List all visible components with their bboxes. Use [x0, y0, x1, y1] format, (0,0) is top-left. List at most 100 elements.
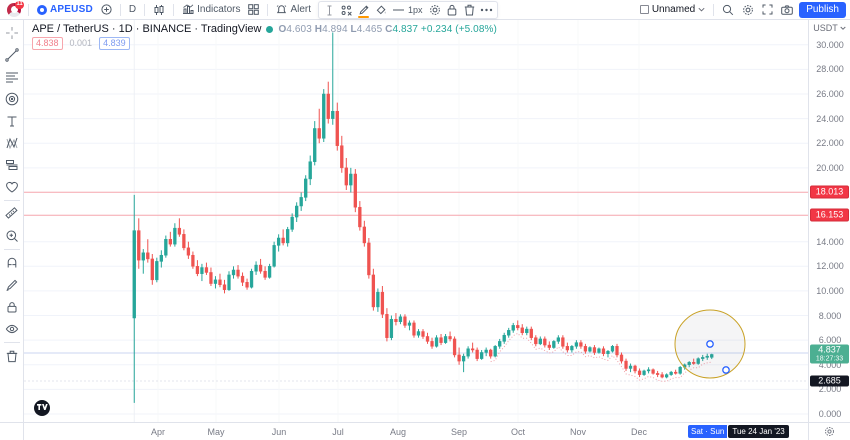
sidebar-item-fib-circle-tool[interactable]: [1, 88, 23, 110]
alert-button[interactable]: Alert: [272, 1, 315, 18]
price-axis-tick: 4.000: [818, 359, 842, 370]
sidebar-item-crosshair-tool[interactable]: [1, 22, 23, 44]
lock-drawing-button[interactable]: [444, 2, 461, 18]
horizontal-lines-icon: [5, 70, 19, 84]
time-axis-selection: Sat · Sun Tue 24 Jan '23: [688, 424, 789, 438]
chart-canvas[interactable]: APE / TetherUS · 1D · BINANCE · TradingV…: [24, 20, 808, 422]
sidebar-item-pattern-tool[interactable]: [1, 132, 23, 154]
bar-countdown: 18:27:33: [815, 355, 844, 363]
price-axis-label-red[interactable]: 16.153: [810, 208, 849, 222]
gear-icon: [429, 4, 441, 16]
crosshair-icon: [5, 26, 19, 40]
settings-circle-icon: [824, 426, 835, 437]
chevron-down-icon: [840, 26, 846, 30]
time-axis-tick: Oct: [510, 426, 526, 437]
add-symbol-button[interactable]: [97, 1, 116, 18]
ruler-icon: [4, 207, 19, 221]
price-axis-tick: 0.000: [818, 409, 842, 419]
indicators-icon: [182, 4, 194, 15]
symbol-search-button[interactable]: APEUSD: [33, 1, 97, 18]
price-axis-tick: 28.000: [816, 64, 844, 75]
layouts-button[interactable]: [244, 1, 263, 18]
pencil-icon: [358, 4, 370, 16]
drawing-tools-sidebar: [0, 20, 24, 422]
trend-line-icon: [4, 48, 19, 62]
price-axis-tick: 14.000: [816, 236, 844, 247]
sidebar-item-drawing-mode-tool[interactable]: [1, 274, 23, 296]
indicators-button[interactable]: Indicators: [178, 1, 244, 18]
chart-settings-button[interactable]: [738, 1, 758, 18]
sidebar-divider: [3, 249, 20, 250]
cursor-tool-button[interactable]: [321, 2, 338, 18]
fullscreen-button[interactable]: [758, 1, 777, 18]
price-axis-tick: 24.000: [816, 113, 844, 124]
cursor-icon: [325, 5, 334, 16]
search-icon: [722, 4, 734, 16]
ellipsis-icon: [480, 8, 493, 12]
sidebar-item-zoom-tool[interactable]: [1, 225, 23, 247]
price-axis[interactable]: USDT 30.000 28.000 26.000 24.000 22.000 20.00…: [808, 20, 850, 422]
candlestick-plot: [24, 20, 808, 422]
pencil-color-button[interactable]: [355, 2, 372, 18]
snapshot-button[interactable]: [777, 1, 797, 18]
price-axis-label-value: 2.685: [818, 375, 841, 386]
price-axis-tick: 6.000: [818, 335, 842, 346]
sidebar-item-hide-drawings-tool[interactable]: [1, 318, 23, 340]
time-axis-tick: Nov: [569, 426, 587, 437]
sidebar-item-lock-drawings-tool[interactable]: [1, 296, 23, 318]
indicators-label: Indicators: [197, 4, 241, 15]
price-axis-currency-button[interactable]: USDT: [809, 20, 850, 36]
time-axis-tick: Jun: [271, 426, 287, 437]
time-axis[interactable]: Apr May Jun Jul Aug Sep Oct Nov Dec Sat · Sun Tue …: [0, 422, 850, 440]
selected-date-label: Tue 24 Jan '23: [728, 424, 789, 438]
time-axis-settings-button[interactable]: [808, 422, 850, 440]
gear-icon: [742, 4, 754, 16]
background-color-button[interactable]: [372, 2, 389, 18]
time-axis-tick: Sep: [450, 426, 468, 437]
candlestick-icon: [153, 4, 165, 16]
sidebar-item-forecast-tool[interactable]: [1, 154, 23, 176]
sidebar-item-text-tool[interactable]: [1, 110, 23, 132]
sidebar-item-favorites-tool[interactable]: [1, 176, 23, 198]
publish-button[interactable]: Publish: [799, 1, 846, 18]
sidebar-item-magnet-tool[interactable]: [1, 252, 23, 274]
toolbar-divider: [267, 3, 269, 16]
sidebar-item-trend-line-tool[interactable]: [1, 44, 23, 66]
symbol-logo-icon: [37, 4, 47, 15]
interval-button[interactable]: D: [125, 1, 140, 18]
price-axis-tick: 20.000: [816, 162, 844, 173]
toolbar-divider: [28, 3, 29, 16]
time-axis-ticks[interactable]: Apr May Jun Jul Aug Sep Oct Nov Dec Sat · Sun Tue …: [24, 423, 808, 440]
interval-label: D: [128, 4, 137, 15]
more-options-button[interactable]: [478, 2, 495, 18]
layout-name-button[interactable]: Unnamed: [636, 1, 709, 18]
text-icon: [5, 114, 19, 128]
publish-label: Publish: [806, 4, 839, 15]
price-axis-tick: 8.000: [818, 310, 842, 321]
alert-label: Alert: [290, 4, 312, 15]
plus-circle-icon: [101, 4, 112, 15]
sidebar-item-horizontal-lines-tool[interactable]: [1, 66, 23, 88]
symbol-label: APEUSD: [50, 4, 93, 15]
sidebar-item-measure-tool[interactable]: [1, 203, 23, 225]
price-axis-label-red[interactable]: 18.013: [810, 185, 849, 199]
magnet-grid-icon: [341, 5, 353, 16]
chevron-down-icon: [698, 7, 705, 12]
time-axis-tick: Jul: [332, 426, 344, 437]
drawing-settings-button[interactable]: [427, 2, 444, 18]
layout-name-label: Unnamed: [651, 4, 696, 15]
price-axis-label-green[interactable]: 4.837 18:27:33: [810, 344, 849, 364]
chart-type-button[interactable]: [149, 1, 169, 18]
magnet-mode-button[interactable]: [338, 2, 355, 18]
grid-layout-icon: [248, 4, 260, 15]
alert-clock-icon: [276, 4, 287, 15]
delete-drawing-button[interactable]: [461, 2, 478, 18]
price-axis-currency-label: USDT: [813, 23, 838, 33]
sidebar-item-remove-drawings-tool[interactable]: [1, 345, 23, 367]
search-button[interactable]: [718, 1, 738, 18]
tradingview-logo-button[interactable]: 11: [4, 0, 24, 19]
fullscreen-icon: [762, 4, 773, 15]
line-width-button[interactable]: 1px: [389, 2, 427, 18]
price-axis-label-dark[interactable]: 2.685: [810, 375, 849, 387]
